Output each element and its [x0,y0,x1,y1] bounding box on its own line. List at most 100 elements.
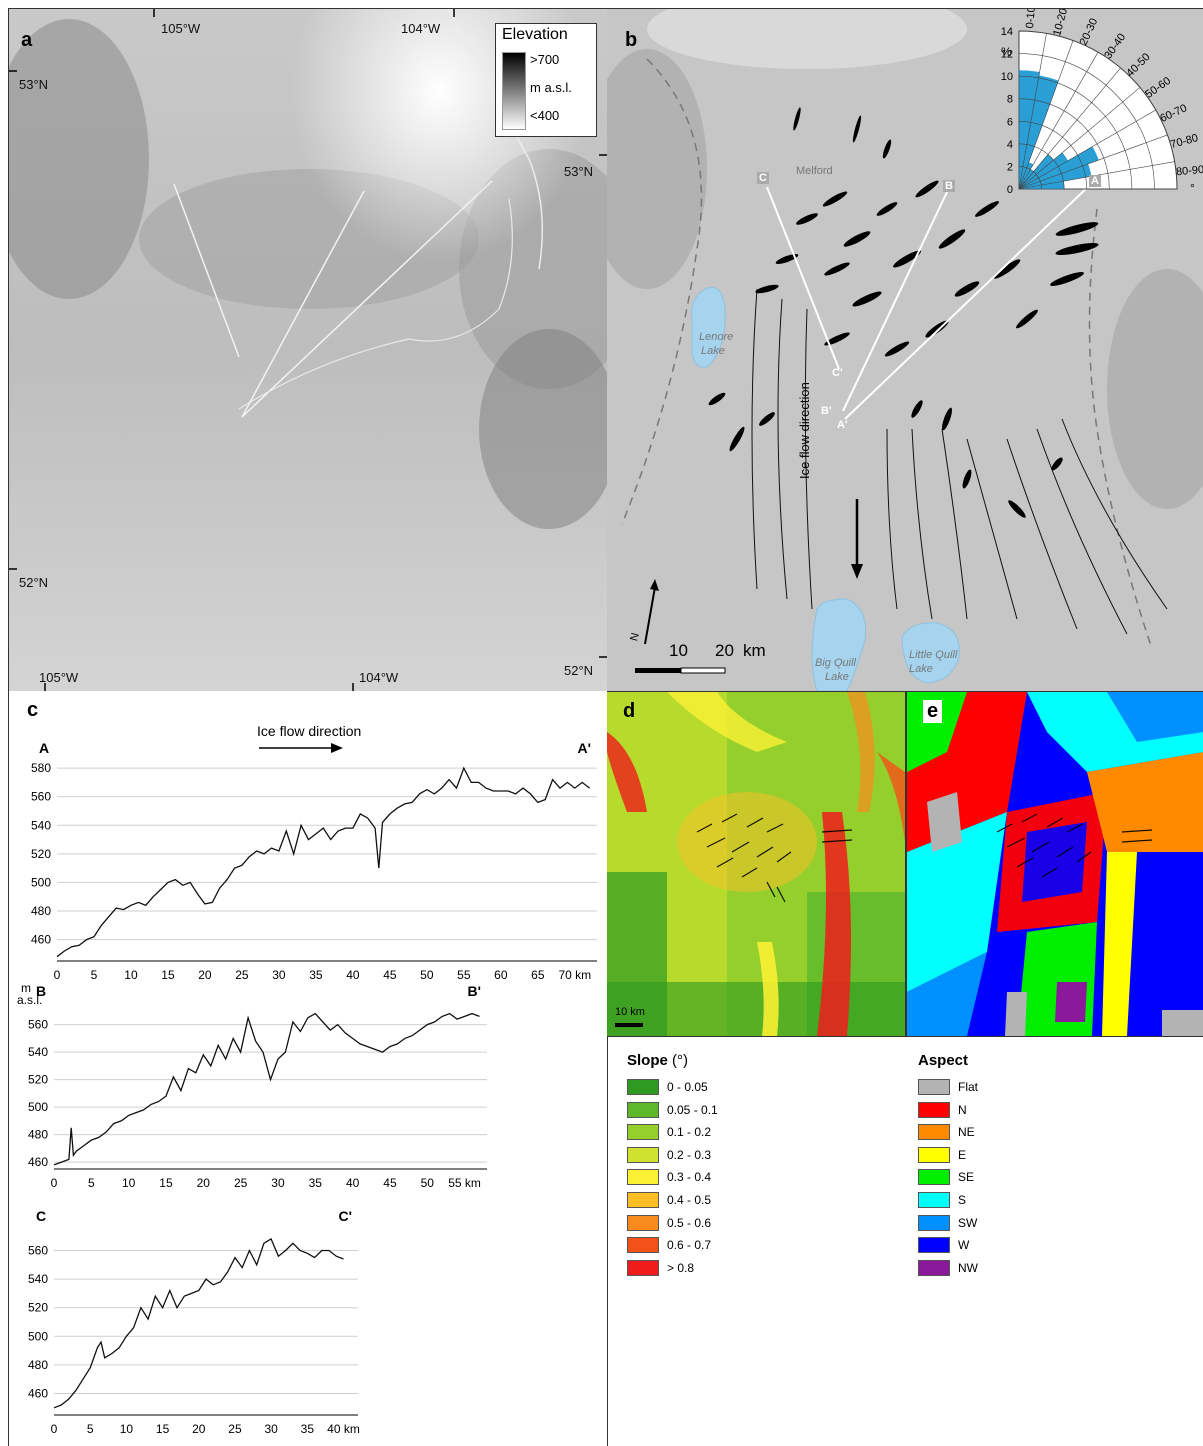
slope-legend-swatch [627,1101,659,1118]
rose-radial-tick: 14 [1001,26,1013,38]
panel-d-scale-label: 10 km [615,1006,645,1018]
aspect-legend-swatch [918,1237,950,1254]
rose-radial-tick: 6 [1007,116,1013,128]
x-tick-label: 40 km [327,1422,360,1436]
x-tick-label: 0 [51,1422,58,1436]
aspect-legend-swatch [918,1214,950,1231]
slope-legend-row: 0.4 - 0.5 [627,1191,711,1209]
rose-spoke [1018,52,1099,190]
profile-label-a: A [1089,175,1101,187]
y-tick-label: 540 [28,1272,48,1286]
aspect-legend-row: W [918,1236,969,1254]
aspect-legend-label: NW [958,1260,978,1275]
x-tick-label: 45 [383,1176,397,1190]
lat-label-53n-left: 53°N [19,77,49,92]
x-tick-label: 20 [197,1176,211,1190]
profile-start-label: A [39,740,49,756]
rose-radial-tick: 0 [1007,184,1013,196]
panel-c-elevation-profiles: c Ice flow direction 460 480 500 520 540 560 5… [8,691,608,1446]
slope-legend-label: 0.3 - 0.4 [667,1170,712,1185]
slope-legend-label: 0.2 - 0.3 [667,1147,712,1162]
elevation-legend: Elevation >700 m a.s.l. <400 [495,23,597,137]
elevation-legend-high: >700 [530,52,560,67]
lenore-lake-label-line2: Lake [701,345,725,357]
slope-legend-label: 0 - 0.05 [667,1080,708,1094]
x-tick-label: 0 [54,968,61,982]
aspect-legend-title: Aspect [918,1052,969,1069]
y-tick-label: 480 [28,1358,48,1372]
x-tick-label: 55 km [448,1176,481,1190]
little-quill-lake [901,622,960,684]
x-tick-label: 25 [234,1176,248,1190]
elevation-legend-ramp [502,52,526,130]
slope-legend-row: 0.1 - 0.2 [627,1123,711,1141]
y-tick-label: 520 [28,1073,48,1087]
slope-legend-swatch [627,1259,659,1276]
profile-line [53,1238,344,1409]
rose-spoke [1018,87,1141,190]
rose-spoke [1018,33,1047,190]
x-tick-label: 25 [235,968,249,982]
panel-c-flow-label: Ice flow direction [257,723,362,739]
y-tick-label: 480 [28,1128,48,1142]
slope-legend-unit: (°) [672,1052,689,1069]
aspect-legend: Aspect Flat N NE E SE S SW W NW [906,1040,1203,1400]
rose-spoke [1018,134,1168,190]
aspect-legend-label: N [958,1102,967,1117]
melford-label: Melford [796,165,833,177]
lat-label-52n-left: 52°N [19,575,49,590]
slope-legend-row: 0.6 - 0.7 [627,1236,711,1254]
y-tick-label: 480 [31,904,51,918]
slope-legend-swatch [627,1124,659,1141]
lat-label-53n-right: 53°N [564,164,594,179]
profile-label-b: B [943,180,955,192]
aspect-legend-label: SW [958,1215,978,1230]
aspect-legend-row: SE [918,1168,974,1186]
panel-a-dem-map: a 105°W 104°W 53°N 53°N 52°N 52°N 105°W … [8,8,608,692]
aspect-legend-label: S [958,1193,967,1207]
y-tick-label: 520 [28,1301,48,1315]
y-tick-label: 560 [28,1018,48,1032]
panel-e-label: e [923,700,943,723]
slope-legend-swatch [627,1192,659,1208]
aspect-legend-row: Flat [918,1078,978,1096]
x-tick-label: 25 [228,1422,242,1436]
y-tick-label: 460 [31,933,51,947]
aspect-legend-row: SW [918,1214,977,1232]
slope-legend-swatch [627,1237,659,1254]
rose-sector-label: 80-90 [1176,164,1203,178]
slope-legend-label: 0.05 - 0.1 [667,1102,718,1117]
y-tick-label: 500 [28,1329,48,1343]
profile-label-b-end: B' [821,405,832,417]
aspect-legend-row: NE [918,1123,975,1141]
aspect-legend-label: W [958,1238,970,1253]
big-quill-lake-label-line2: Lake [825,671,849,683]
x-tick-label: 60 [494,968,508,982]
rose-ring [1018,166,1042,190]
profile-line [53,1012,480,1166]
aspect-legend-row: E [918,1146,966,1164]
x-tick-label: 50 [420,968,434,982]
x-tick-label: 30 [264,1422,278,1436]
rose-ring [1018,75,1133,190]
slope-legend-row: 0.05 - 0.1 [627,1101,718,1119]
x-tick-label: 40 [346,968,360,982]
slope-raster [607,692,905,1036]
aspect-legend-label: Flat [958,1080,979,1094]
y-tick-label: 460 [28,1387,48,1401]
x-tick-label: 30 [272,968,286,982]
x-tick-label: 15 [156,1422,170,1436]
x-tick-label: 35 [301,1422,315,1436]
rose-radial-tick: 8 [1007,94,1013,106]
slope-legend-label: > 0.8 [667,1260,695,1275]
aspect-legend-swatch [918,1146,950,1163]
x-tick-label: 15 [161,968,175,982]
lon-label-104w-bottom: 104°W [359,670,399,685]
aspect-legend-swatch [918,1192,950,1208]
slope-legend: Slope (°) 0 - 0.05 0.05 - 0.1 0.1 - 0.2 0.2… [607,1040,905,1400]
slope-legend-row: > 0.8 [627,1259,694,1277]
scale-label-km: km [743,641,766,660]
little-quill-lake-label-line2: Lake [909,663,933,675]
panel-d-slope-map: d 10 km [607,691,906,1037]
